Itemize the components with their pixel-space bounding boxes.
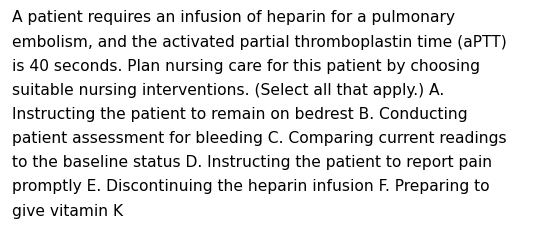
- Text: A patient requires an infusion of heparin for a pulmonary: A patient requires an infusion of hepari…: [12, 10, 455, 25]
- Text: give vitamin K: give vitamin K: [12, 203, 123, 218]
- Text: embolism, and the activated partial thromboplastin time (aPTT): embolism, and the activated partial thro…: [12, 34, 507, 49]
- Text: is 40 seconds. Plan nursing care for this patient by choosing: is 40 seconds. Plan nursing care for thi…: [12, 58, 480, 73]
- Text: Instructing the patient to remain on bedrest B. Conducting: Instructing the patient to remain on bed…: [12, 106, 468, 121]
- Text: suitable nursing interventions. (Select all that apply.) A.: suitable nursing interventions. (Select …: [12, 82, 445, 97]
- Text: promptly E. Discontinuing the heparin infusion F. Preparing to: promptly E. Discontinuing the heparin in…: [12, 179, 490, 194]
- Text: patient assessment for bleeding C. Comparing current readings: patient assessment for bleeding C. Compa…: [12, 131, 507, 145]
- Text: to the baseline status D. Instructing the patient to report pain: to the baseline status D. Instructing th…: [12, 155, 492, 169]
